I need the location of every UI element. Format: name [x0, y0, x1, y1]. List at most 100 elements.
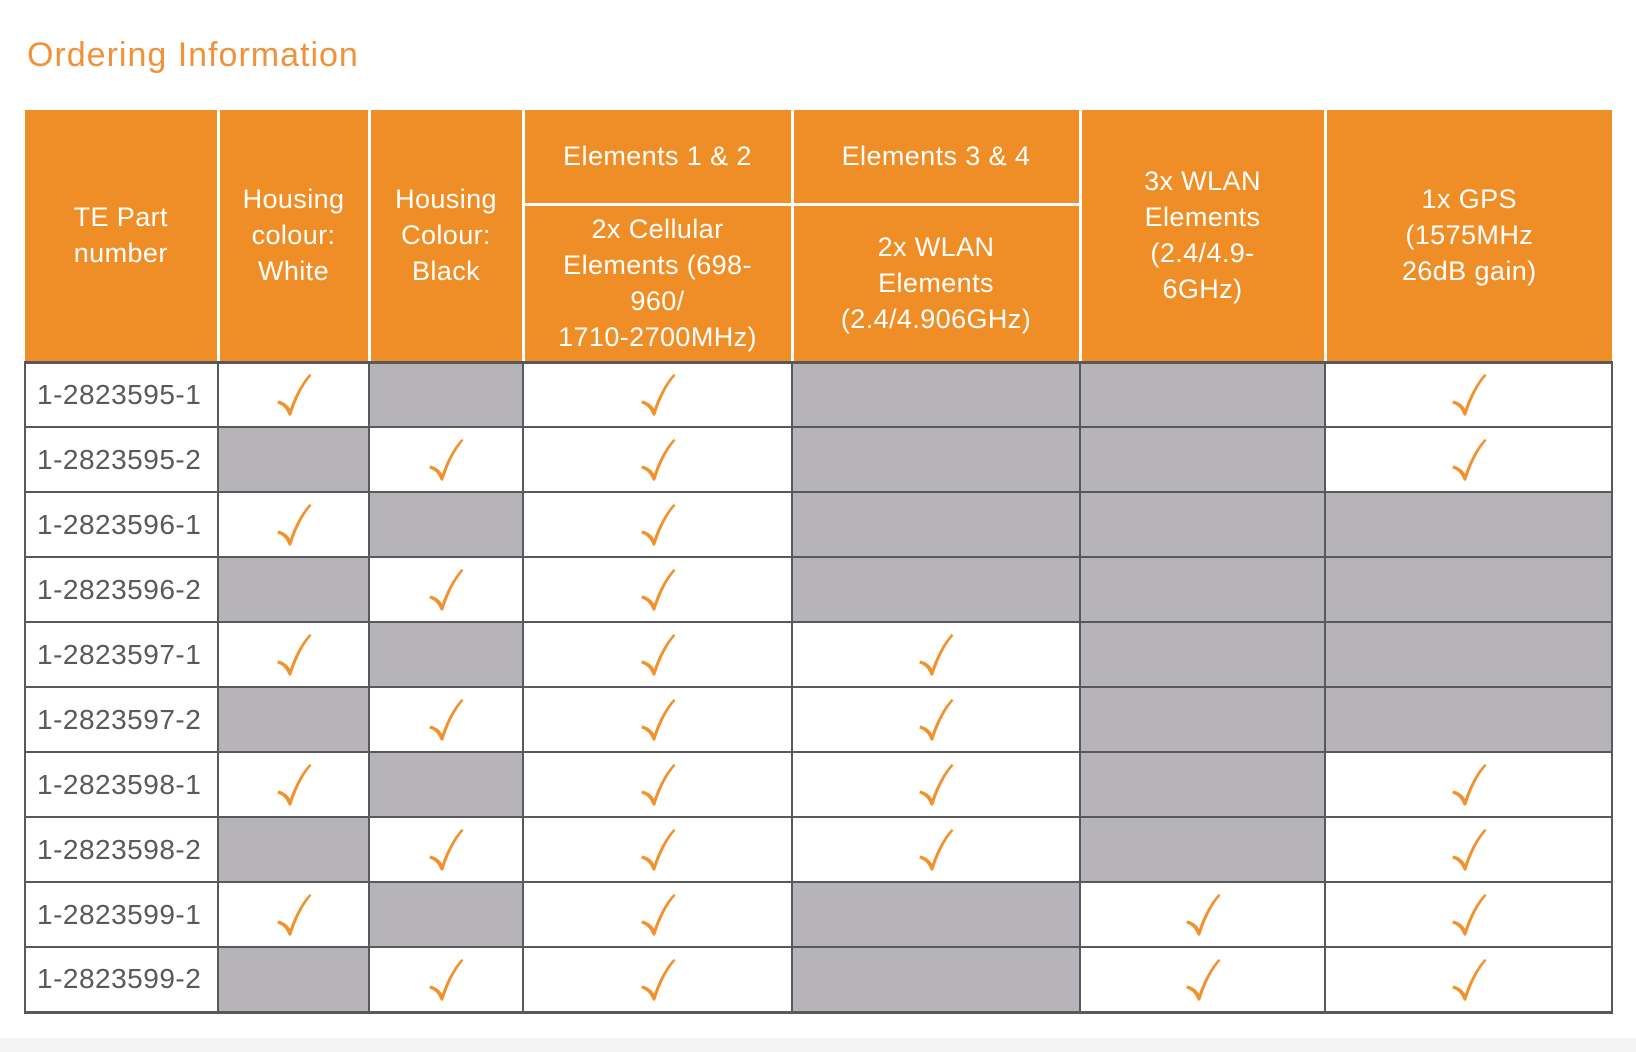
check-icon — [1451, 438, 1486, 481]
check-icon — [429, 828, 464, 871]
check-icon — [640, 763, 675, 806]
na-cell-wlan_3x — [1079, 361, 1326, 428]
na-cell-housing_black — [368, 751, 524, 818]
na-cell-wlan_3x — [1079, 686, 1326, 753]
table-row: 1-2823595-2 — [24, 426, 1613, 493]
checked-cell-housing_white — [217, 361, 370, 428]
bottom-page-strip — [0, 1038, 1636, 1052]
na-cell-gps_1x — [1324, 686, 1613, 753]
check-icon — [429, 698, 464, 741]
table-row: 1-2823598-1 — [24, 751, 1613, 818]
check-icon — [640, 503, 675, 546]
col-header-housing-black: Housing Colour: Black — [367, 110, 525, 364]
na-cell-wlan_3x — [1079, 816, 1326, 883]
header-row-groups: TE Part number Housing colour: White Housi… — [25, 110, 1612, 364]
na-cell-housing_white — [217, 946, 370, 1014]
checked-cell-wlan_2x — [791, 751, 1081, 818]
checked-cell-wlan_2x — [791, 816, 1081, 883]
check-icon — [640, 438, 675, 481]
check-icon — [1451, 374, 1486, 417]
na-cell-housing_black — [368, 621, 524, 688]
table-row: 1-2823599-1 — [24, 881, 1613, 948]
part-number-cell: 1-2823599-1 — [24, 881, 219, 948]
na-cell-housing_white — [217, 816, 370, 883]
table-row: 1-2823598-2 — [24, 816, 1613, 883]
checked-cell-cellular_2x — [522, 361, 793, 428]
check-icon — [429, 438, 464, 481]
part-number-cell: 1-2823598-1 — [24, 751, 219, 818]
part-number-cell: 1-2823597-2 — [24, 686, 219, 753]
checked-cell-housing_white — [217, 491, 370, 558]
na-cell-wlan_3x — [1079, 426, 1326, 493]
checked-cell-cellular_2x — [522, 426, 793, 493]
table-row: 1-2823597-2 — [24, 686, 1613, 753]
checked-cell-cellular_2x — [522, 946, 793, 1014]
part-number-cell: 1-2823598-2 — [24, 816, 219, 883]
na-cell-housing_black — [368, 361, 524, 428]
check-icon — [1451, 958, 1486, 1001]
check-icon — [276, 633, 311, 676]
part-number-cell: 1-2823596-2 — [24, 556, 219, 623]
part-number-cell: 1-2823595-1 — [24, 361, 219, 428]
checked-cell-housing_black — [368, 946, 524, 1014]
table-row: 1-2823596-1 — [24, 491, 1613, 558]
part-number-cell: 1-2823599-2 — [24, 946, 219, 1014]
checked-cell-housing_white — [217, 881, 370, 948]
check-icon — [429, 568, 464, 611]
check-icon — [919, 763, 954, 806]
header-row-subgroups: 2x Cellular Elements (698- 960/ 1710-270… — [25, 204, 1612, 364]
part-number-cell: 1-2823595-2 — [24, 426, 219, 493]
checked-cell-gps_1x — [1324, 361, 1613, 428]
col-subheader-2x-cellular-elements: 2x Cellular Elements (698- 960/ 1710-270… — [523, 204, 794, 364]
na-cell-housing_black — [368, 881, 524, 948]
check-icon — [640, 828, 675, 871]
checked-cell-cellular_2x — [522, 621, 793, 688]
checked-cell-cellular_2x — [522, 816, 793, 883]
checked-cell-housing_black — [368, 556, 524, 623]
checked-cell-gps_1x — [1324, 426, 1613, 493]
na-cell-wlan_3x — [1079, 751, 1326, 818]
col-header-1x-gps: 1x GPS (1575MHz 26dB gain) — [1323, 110, 1612, 364]
check-icon — [1451, 893, 1486, 936]
na-cell-wlan_2x — [791, 361, 1081, 428]
checked-cell-cellular_2x — [522, 686, 793, 753]
col-header-te-part-number: TE Part number — [25, 110, 220, 364]
check-icon — [919, 633, 954, 676]
check-icon — [919, 828, 954, 871]
col-subheader-2x-wlan-elements: 2x WLAN Elements (2.4/4.906GHz) — [790, 204, 1080, 364]
na-cell-wlan_3x — [1079, 556, 1326, 623]
check-icon — [1451, 828, 1486, 871]
checked-cell-gps_1x — [1324, 946, 1613, 1014]
checked-cell-gps_1x — [1324, 881, 1613, 948]
na-cell-wlan_2x — [791, 881, 1081, 948]
table-body: 1-2823595-1 1-2823595-2 1-2823596-1 1-28235… — [24, 361, 1613, 1014]
table-row: 1-2823597-1 — [24, 621, 1613, 688]
check-icon — [640, 374, 675, 417]
checked-cell-cellular_2x — [522, 751, 793, 818]
col-header-housing-white: Housing colour: White — [216, 110, 371, 364]
table-row: 1-2823595-1 — [24, 361, 1613, 428]
na-cell-wlan_3x — [1079, 491, 1326, 558]
col-header-3x-wlan-elements: 3x WLAN Elements (2.4/4.9- 6GHz) — [1078, 110, 1327, 364]
na-cell-housing_white — [217, 686, 370, 753]
check-icon — [276, 503, 311, 546]
na-cell-gps_1x — [1324, 621, 1613, 688]
col-header-elements-1-2: Elements 1 & 2 — [521, 110, 794, 206]
checked-cell-cellular_2x — [522, 491, 793, 558]
check-icon — [276, 893, 311, 936]
checked-cell-housing_black — [368, 426, 524, 493]
checked-cell-gps_1x — [1324, 816, 1613, 883]
checked-cell-wlan_2x — [791, 686, 1081, 753]
na-cell-wlan_3x — [1079, 621, 1326, 688]
na-cell-wlan_2x — [791, 491, 1081, 558]
check-icon — [640, 698, 675, 741]
check-icon — [1451, 763, 1486, 806]
checked-cell-gps_1x — [1324, 751, 1613, 818]
table-row: 1-2823596-2 — [24, 556, 1613, 623]
col-header-elements-3-4: Elements 3 & 4 — [790, 110, 1082, 206]
check-icon — [640, 893, 675, 936]
checked-cell-housing_black — [368, 816, 524, 883]
table-row: 1-2823599-2 — [24, 946, 1613, 1014]
part-number-cell: 1-2823596-1 — [24, 491, 219, 558]
